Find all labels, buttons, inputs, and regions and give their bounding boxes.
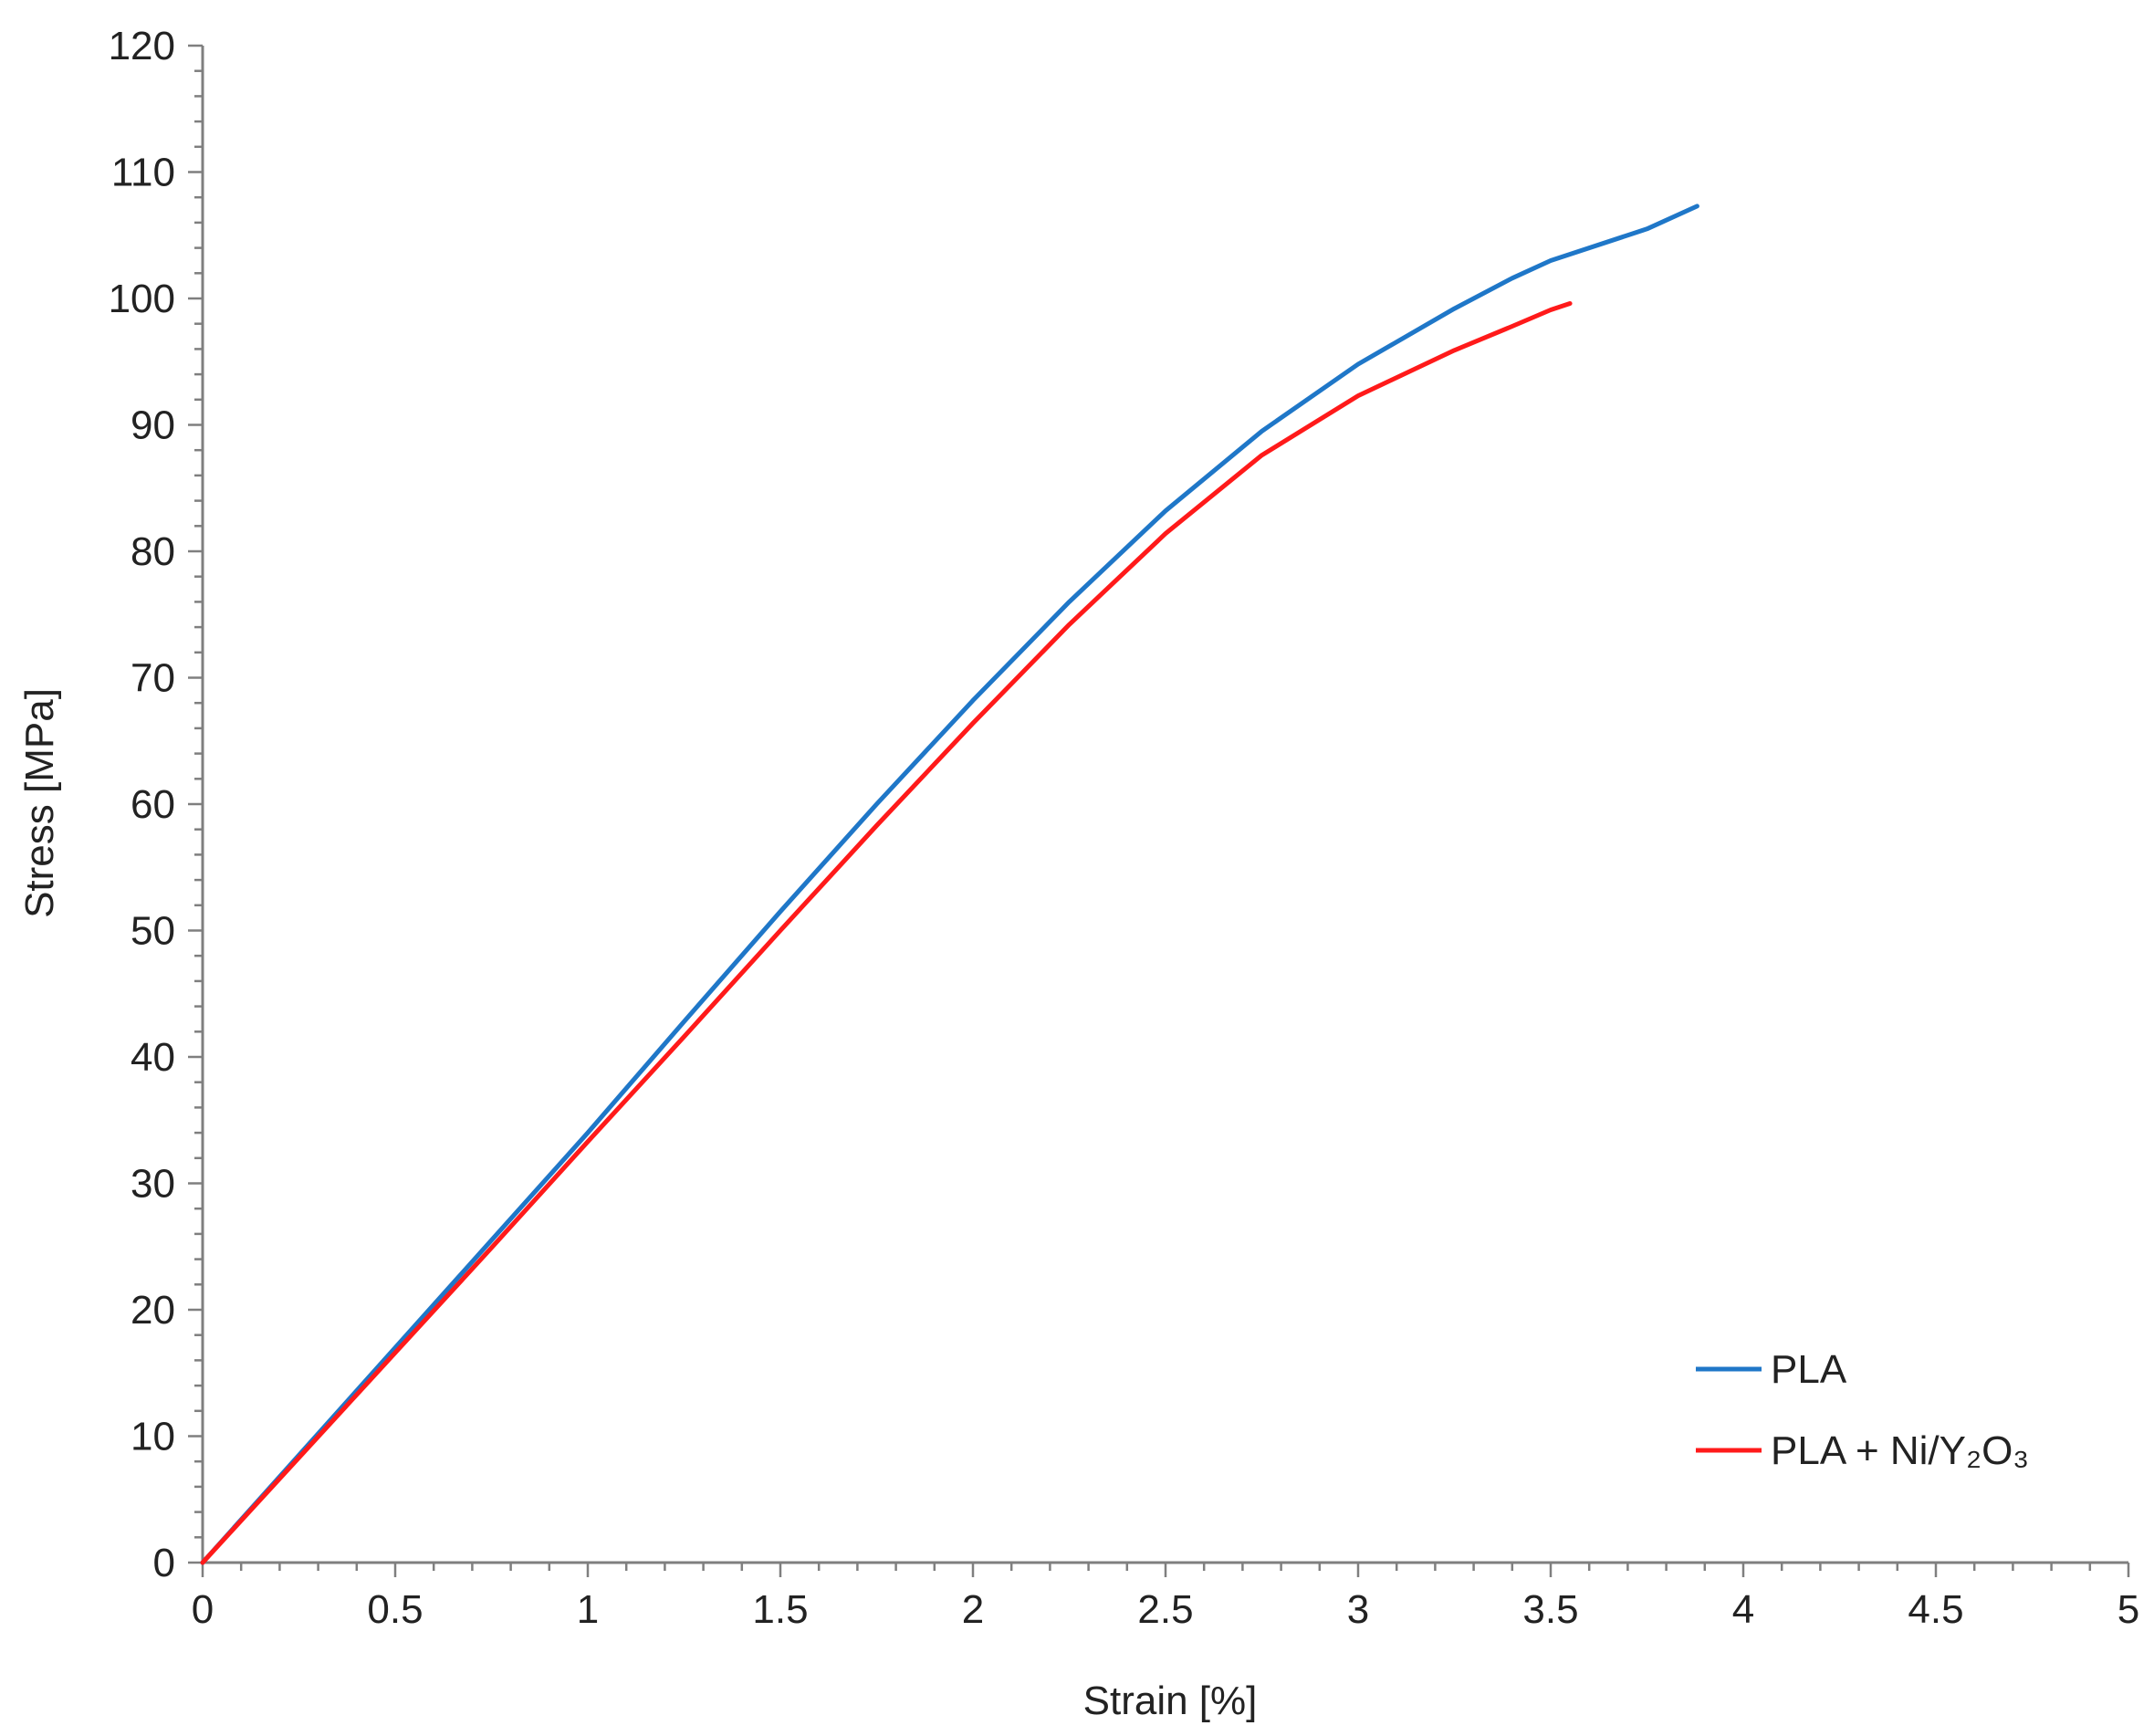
series-lines: [200, 204, 1699, 1565]
y-tick-label: 70: [131, 656, 175, 701]
legend: PLA PLA + Ni/Y₂O₃: [1696, 1347, 2029, 1473]
x-tick-label: 1: [577, 1587, 599, 1632]
y-axis-title: Stress [MPa]: [17, 688, 62, 918]
x-tick-label: 1.5: [752, 1587, 808, 1632]
y-tick-label: 0: [153, 1541, 175, 1585]
x-tick-label: 3.5: [1522, 1587, 1578, 1632]
y-tick-label: 60: [131, 782, 175, 827]
series-line-pla: [200, 204, 1699, 1565]
y-tick-label: 20: [131, 1288, 175, 1333]
x-tick-label: 0.5: [367, 1587, 423, 1632]
axes: 0 0.5 1 1.5 2 2.5 3 3.5 4 4.5 50102030405060708090…: [109, 24, 2140, 1632]
legend-label-pla-ni-y2o3: PLA + Ni/Y₂O₃: [1771, 1428, 2029, 1473]
y-tick-label: 50: [131, 909, 175, 954]
x-tick-label: 4.5: [1908, 1587, 1963, 1632]
y-tick-label: 100: [109, 277, 175, 321]
x-tick-label: 0: [192, 1587, 214, 1632]
y-tick-label: 120: [109, 24, 175, 68]
legend-label-pla: PLA: [1771, 1347, 1847, 1392]
y-tick-label: 110: [111, 151, 175, 195]
x-tick-label: 3: [1347, 1587, 1369, 1632]
y-tick-label: 80: [131, 529, 175, 574]
y-tick-label: 90: [131, 403, 175, 448]
x-tick-label: 5: [2117, 1587, 2139, 1632]
series-line-pla-ni-y2o3: [200, 301, 1573, 1565]
y-tick-label: 30: [131, 1162, 175, 1207]
x-tick-label: 2: [962, 1587, 984, 1632]
x-tick-label: 2.5: [1137, 1587, 1193, 1632]
y-tick-label: 10: [131, 1415, 175, 1459]
y-tick-label: 40: [131, 1035, 175, 1080]
x-axis-title: Strain [%]: [1083, 1678, 1258, 1723]
x-tick-label: 4: [1732, 1587, 1754, 1632]
